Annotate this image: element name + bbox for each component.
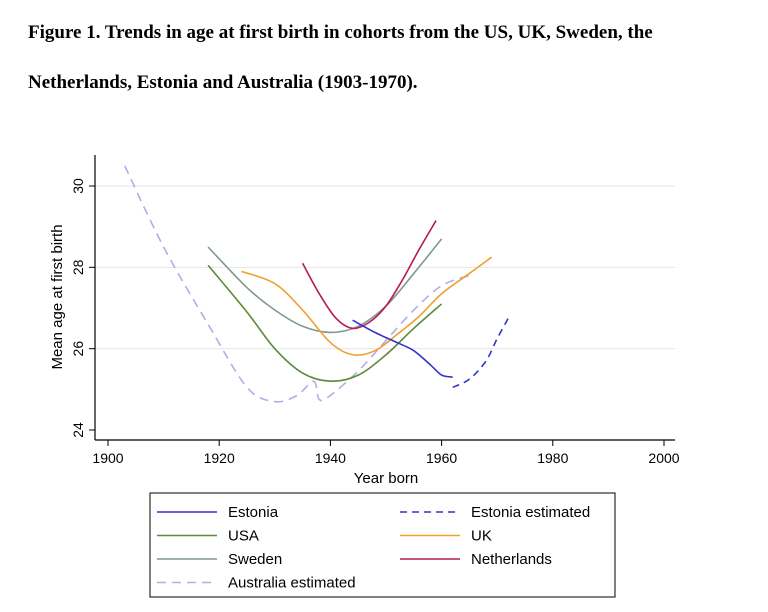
series-line-usa <box>207 264 443 383</box>
legend-label-sweden: Sweden <box>228 551 282 568</box>
series-line-australia-estimated <box>123 165 470 403</box>
series-line-estonia-estimated <box>452 317 510 389</box>
y-tick-label-30: 30 <box>70 178 86 194</box>
x-tick-label-1980: 1980 <box>537 450 568 466</box>
x-tick-label-2000: 2000 <box>648 450 679 466</box>
x-tick-label-1960: 1960 <box>426 450 457 466</box>
legend-box <box>149 492 616 598</box>
legend-label-netherlands: Netherlands <box>471 551 552 568</box>
legend-label-australia-estimated: Australia estimated <box>228 575 356 592</box>
figure-caption: Figure 1. Trends in age at first birth i… <box>28 8 758 108</box>
y-tick-label-26: 26 <box>70 341 86 357</box>
legend-label-uk: UK <box>471 528 492 545</box>
legend: Estonia Estonia estimated USA UK Sweden Nethe… <box>149 492 616 598</box>
y-tick-label-28: 28 <box>70 259 86 275</box>
x-axis-label: Year born <box>354 470 419 487</box>
grid-lines <box>95 185 675 350</box>
legend-label-estonia-estimated: Estonia estimated <box>471 504 590 521</box>
x-tick-label-1900: 1900 <box>92 450 123 466</box>
legend-label-usa: USA <box>228 528 259 545</box>
series-line-netherlands <box>301 220 437 330</box>
caption-line-2: Netherlands, Estonia and Australia (1903… <box>28 72 418 93</box>
series-line-sweden <box>207 238 443 334</box>
legend-label-estonia: Estonia <box>228 504 279 521</box>
x-tick-label-1920: 1920 <box>204 450 235 466</box>
series-layer <box>123 165 510 403</box>
series-line-uk <box>241 256 493 356</box>
axes: 1900 1920 1940 1960 1980 2000 24 26 28 30 <box>70 155 680 466</box>
series-line-estonia <box>352 319 453 378</box>
y-tick-label-24: 24 <box>70 422 86 438</box>
caption-line-1: Figure 1. Trends in age at first birth i… <box>28 22 653 43</box>
y-axis-label: Mean age at first birth <box>49 224 66 369</box>
x-tick-label-1940: 1940 <box>315 450 346 466</box>
